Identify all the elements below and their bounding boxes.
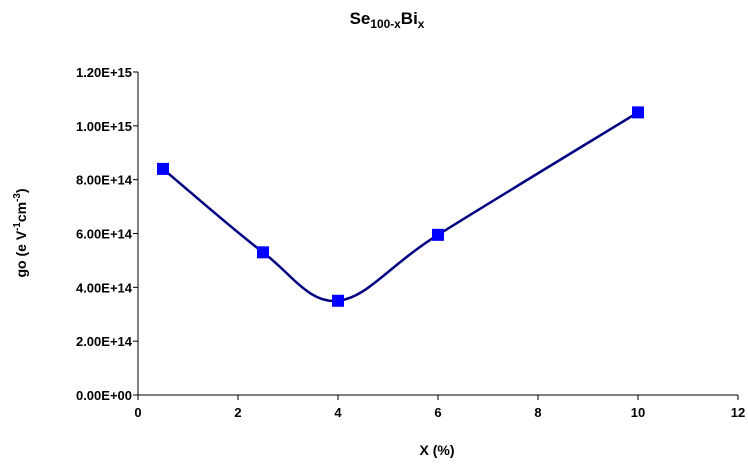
- marker: [257, 246, 269, 259]
- y-label-part: -3: [12, 193, 23, 202]
- title-part: Bi: [401, 9, 418, 28]
- x-tick-label: 4: [334, 405, 342, 420]
- x-axis-label: X (%): [420, 442, 455, 458]
- y-label-part: ): [13, 188, 29, 193]
- title-part: 100-x: [370, 17, 401, 31]
- y-label-part: cm: [13, 202, 29, 222]
- marker: [157, 162, 169, 175]
- y-label-part: -1: [12, 222, 23, 231]
- title-part: Se: [350, 9, 371, 28]
- marker: [632, 106, 644, 119]
- y-tick-label: 1.00E+15: [76, 119, 132, 134]
- y-tick-label: 2.00E+14: [76, 334, 133, 349]
- x-tick-label: 0: [134, 405, 141, 420]
- y-label-part: go (e V: [13, 230, 29, 277]
- y-tick-label: 8.00E+14: [76, 173, 133, 188]
- x-tick-label: 6: [434, 405, 441, 420]
- x-tick-label: 8: [534, 405, 541, 420]
- x-tick-label: 12: [731, 405, 745, 420]
- y-tick-label: 6.00E+14: [76, 227, 133, 242]
- marker: [432, 228, 444, 241]
- x-tick-label: 10: [631, 405, 645, 420]
- title-part: x: [418, 17, 425, 31]
- y-tick-label: 0.00E+00: [76, 388, 132, 403]
- x-tick-label: 2: [234, 405, 241, 420]
- series-line: [162, 111, 639, 303]
- y-axis-label: go (e V-1cm-3): [12, 188, 29, 277]
- x-label-part: X (%): [420, 442, 455, 458]
- y-tick-label: 1.20E+15: [76, 65, 132, 80]
- chart-title: Se100-xBix: [350, 9, 425, 31]
- marker: [332, 294, 344, 307]
- y-tick-label: 4.00E+14: [76, 280, 133, 295]
